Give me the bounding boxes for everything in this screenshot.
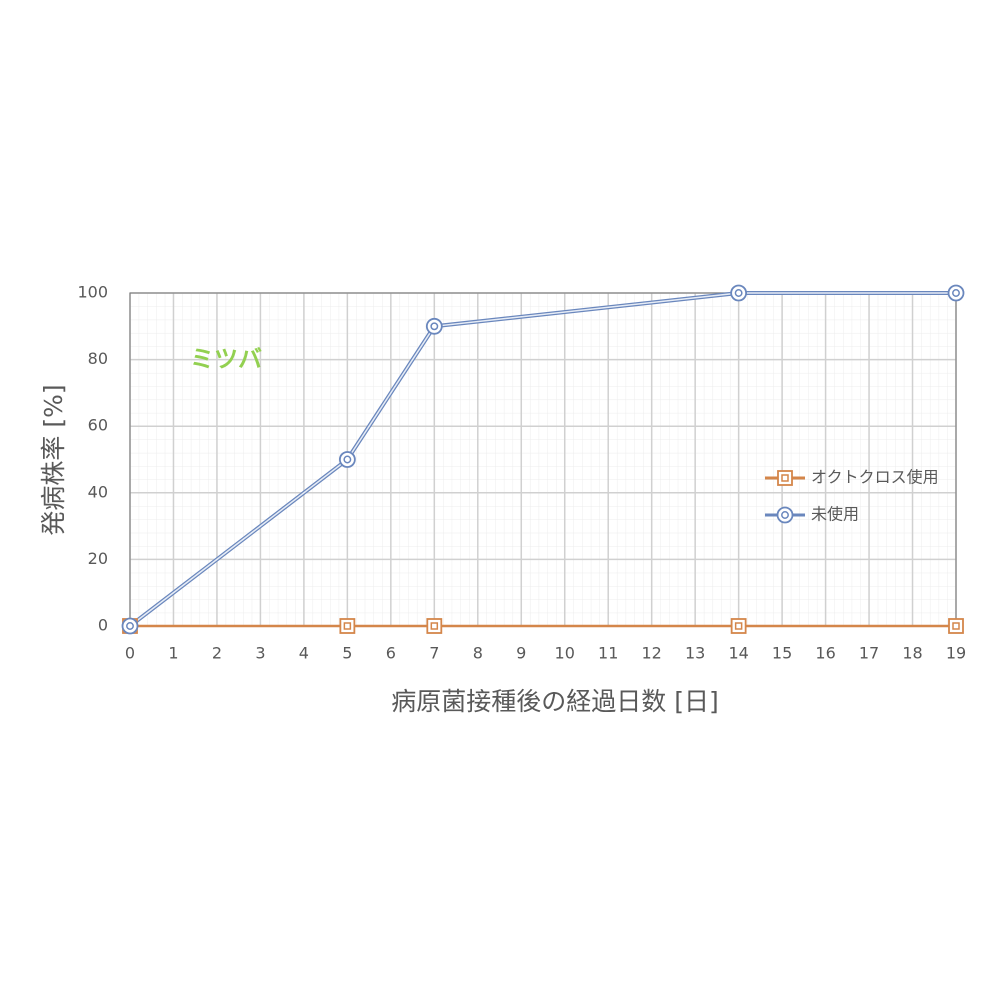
x-tick-label: 12: [642, 644, 662, 663]
x-tick-label: 18: [902, 644, 922, 663]
marker-inner: [952, 622, 960, 630]
marker: [776, 506, 794, 524]
x-tick-label: 19: [946, 644, 966, 663]
x-tick-label: 2: [212, 644, 222, 663]
x-tick-label: 14: [728, 644, 748, 663]
y-tick-label: 100: [77, 283, 108, 302]
x-tick-label: 1: [168, 644, 178, 663]
marker-outer: [426, 618, 443, 634]
marker-outer: [121, 617, 139, 635]
y-tick-label: 20: [88, 549, 108, 568]
marker-inner: [126, 622, 134, 630]
y-tick-label: 60: [88, 416, 108, 435]
marker-outer: [730, 618, 747, 634]
x-tick-label: 4: [299, 644, 309, 663]
x-tick-label: 15: [772, 644, 792, 663]
marker-inner: [343, 455, 352, 464]
y-axis-label: 発病株率 [%]: [39, 384, 68, 535]
x-tick-label: 17: [859, 644, 879, 663]
annotation: ミツバ: [190, 345, 262, 373]
x-tick-label: 6: [386, 644, 396, 663]
legend-label: 未使用: [811, 505, 859, 524]
marker-inner: [781, 511, 789, 519]
marker-outer: [339, 618, 356, 634]
x-tick-label: 10: [555, 644, 575, 663]
marker: [730, 284, 748, 302]
x-tick-label: 16: [815, 644, 835, 663]
marker-inner: [781, 474, 789, 482]
marker: [777, 470, 793, 486]
legend-label: オクトクロス使用: [811, 468, 939, 487]
marker-outer: [425, 317, 443, 335]
marker-outer: [776, 506, 794, 524]
y-tick-label: 80: [88, 349, 108, 368]
marker-inner: [734, 622, 743, 630]
marker-outer: [338, 451, 356, 468]
minor-grid: [130, 293, 956, 626]
marker: [730, 618, 747, 634]
x-tick-label: 3: [255, 644, 265, 663]
x-tick-label: 8: [473, 644, 483, 663]
y-tick-label: 0: [98, 616, 108, 635]
marker: [947, 284, 965, 302]
y-tick-label: 40: [88, 482, 108, 501]
marker-inner: [430, 622, 439, 630]
marker: [948, 618, 964, 634]
marker-inner: [734, 289, 743, 297]
marker-outer: [947, 284, 965, 302]
x-tick-label: 13: [685, 644, 705, 663]
marker-inner: [952, 289, 960, 297]
x-tick-label: 11: [598, 644, 618, 663]
marker: [339, 618, 356, 634]
marker-outer: [777, 470, 793, 486]
x-tick-label: 0: [125, 644, 135, 663]
marker: [426, 618, 443, 634]
marker: [425, 317, 443, 335]
marker: [121, 617, 139, 635]
x-tick-label: 5: [342, 644, 352, 663]
marker-inner: [430, 322, 439, 331]
marker: [338, 451, 356, 468]
marker-outer: [730, 284, 748, 302]
marker-inner: [343, 622, 352, 630]
x-tick-label: 9: [516, 644, 526, 663]
marks: [121, 284, 965, 635]
x-axis-label: 病原菌接種後の経過日数 [日]: [391, 687, 718, 716]
marker-outer: [948, 618, 964, 634]
x-tick-label: 7: [429, 644, 439, 663]
